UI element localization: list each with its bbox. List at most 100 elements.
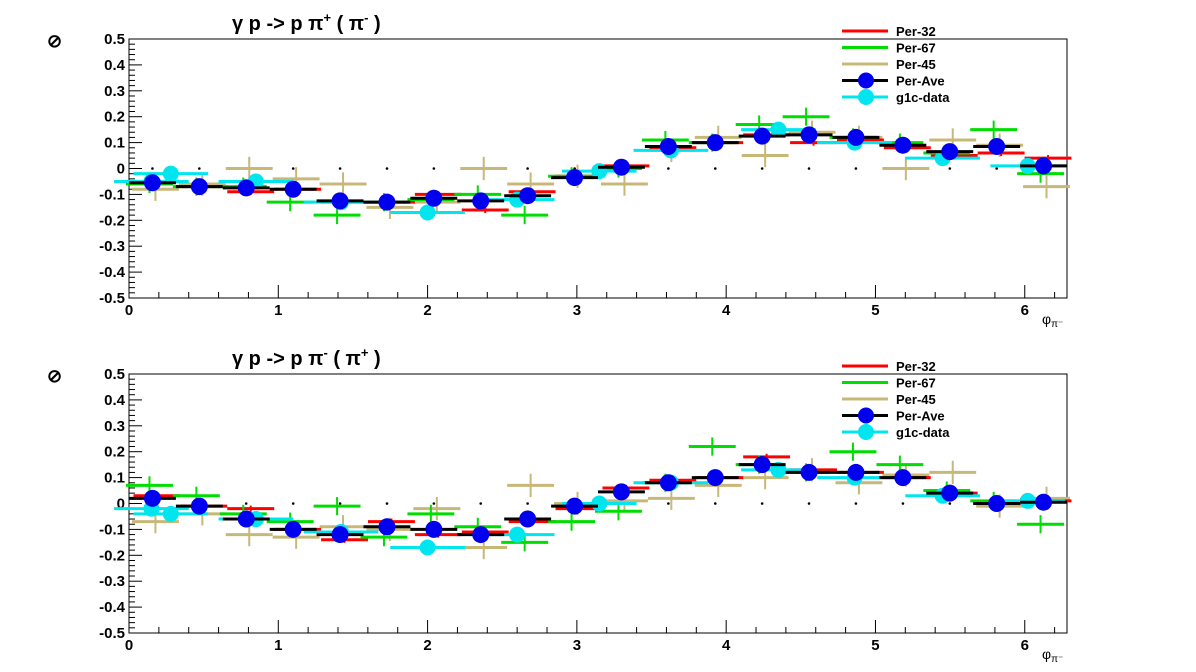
point-per-ave — [612, 483, 630, 501]
legend-marker — [858, 89, 874, 105]
reference-dot — [948, 167, 952, 170]
y-tick-label: 0.2 — [104, 109, 125, 126]
reference-dot — [854, 502, 858, 505]
reference-dot — [291, 167, 295, 170]
reference-dot — [385, 167, 389, 170]
legend-label: g1c-data — [896, 425, 950, 440]
y-tick-label: 0.3 — [104, 83, 125, 100]
x-tick-label: 5 — [871, 302, 879, 319]
reference-dot — [385, 502, 389, 505]
y-tick-label: -0.4 — [99, 264, 126, 281]
point-per-ave — [331, 526, 349, 544]
point-per-ave — [988, 137, 1006, 155]
x-tick-label: 3 — [573, 302, 581, 319]
point-g1c-data — [419, 204, 436, 221]
point-per-ave — [472, 526, 490, 544]
legend-marker — [858, 424, 874, 440]
y-tick-label: 0.2 — [104, 444, 125, 461]
y-tick-label: 0 — [117, 496, 125, 513]
point-per-ave — [566, 497, 584, 515]
y-tick-label: -0.1 — [99, 521, 125, 538]
y-tick-label: 0.1 — [104, 135, 125, 152]
reference-dot — [995, 167, 998, 170]
point-per-ave — [519, 510, 537, 528]
point-per-ave — [190, 497, 208, 515]
point-g1c-data — [770, 121, 787, 138]
reference-dot — [713, 502, 717, 505]
reference-dot — [667, 502, 670, 505]
point-per-ave — [378, 518, 396, 536]
x-tick-label: 1 — [274, 302, 282, 319]
point-per-ave — [425, 520, 443, 538]
point-per-ave — [941, 143, 959, 161]
legend-label: Per-32 — [896, 359, 936, 374]
point-per-ave — [706, 134, 724, 152]
y-tick-label: 0 — [117, 161, 125, 178]
point-per-ave — [519, 187, 537, 205]
point-per-ave — [659, 474, 677, 492]
point-per-ave — [472, 192, 490, 210]
y-tick-label: 0.5 — [104, 366, 125, 383]
point-g1c-data — [162, 505, 179, 522]
reference-dot — [338, 502, 342, 505]
reference-dot — [432, 167, 436, 170]
reference-dot — [526, 167, 529, 170]
y-tick-label: -0.4 — [99, 599, 126, 616]
point-per-ave — [800, 126, 818, 144]
reference-dot — [713, 167, 717, 170]
point-per-ave — [1035, 493, 1053, 511]
x-axis-label: φπ⁻ — [1042, 311, 1063, 330]
x-tick-label: 4 — [722, 637, 731, 654]
y-tick-label: -0.2 — [99, 547, 125, 564]
chart-title: γ p -> p π- ( π+ ) — [232, 345, 381, 370]
legend-label: Per-32 — [896, 24, 936, 39]
y-axis-label: ⊘ — [47, 366, 62, 386]
x-tick-label: 5 — [871, 637, 879, 654]
point-per-ave — [753, 127, 771, 145]
point-g1c-data — [591, 495, 608, 512]
x-tick-label: 3 — [573, 637, 581, 654]
point-per-ave — [659, 137, 677, 155]
point-g1c-data — [419, 539, 436, 556]
chart-panel-2: -0.5 -0.4 -0.3 -0.2 -0.1 0 0.1 0.2 0.3 0.4 0.5 0 1 2 3… — [47, 345, 1072, 665]
point-per-ave — [284, 520, 302, 538]
x-tick-label: 6 — [1021, 637, 1029, 654]
point-per-ave — [894, 136, 912, 154]
point-per-ave — [847, 128, 865, 146]
reference-dot — [760, 167, 764, 170]
point-g1c-data — [509, 526, 526, 543]
y-tick-label: 0.4 — [104, 57, 126, 74]
point-per-ave — [143, 174, 161, 192]
x-tick-label: 4 — [722, 302, 731, 319]
point-per-ave — [753, 456, 771, 474]
point-per-ave — [894, 469, 912, 487]
reference-dot — [807, 502, 811, 505]
x-tick-label: 0 — [125, 302, 133, 319]
point-per-ave — [800, 463, 818, 481]
reference-dot — [244, 502, 248, 505]
x-tick-label: 2 — [423, 302, 431, 319]
y-tick-label: -0.2 — [99, 212, 125, 229]
x-tick-label: 2 — [423, 637, 431, 654]
legend-label: Per-45 — [896, 57, 936, 72]
point-per-ave — [237, 179, 255, 197]
point-per-ave — [331, 192, 349, 210]
reference-dot — [432, 502, 436, 505]
y-tick-label: -0.1 — [99, 186, 125, 203]
y-tick-label: 0.1 — [104, 470, 125, 487]
point-per-ave — [847, 463, 865, 481]
reference-dot — [291, 502, 295, 505]
reference-dot — [854, 167, 858, 170]
point-per-ave — [988, 495, 1006, 512]
reference-dot — [807, 167, 811, 170]
point-g1c-data — [162, 165, 179, 182]
x-tick-label: 6 — [1021, 302, 1029, 319]
point-per-ave — [378, 193, 396, 211]
point-per-ave — [237, 510, 255, 528]
legend-label: Per-Ave — [896, 409, 945, 424]
legend-marker — [858, 407, 874, 424]
legend-label: Per-45 — [896, 392, 936, 407]
y-tick-label: -0.5 — [99, 290, 125, 307]
